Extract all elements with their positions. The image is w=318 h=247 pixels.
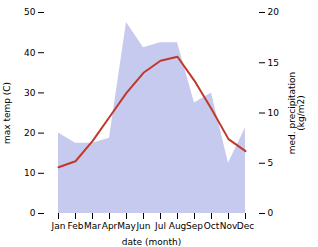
svg-text:20: 20 [268, 7, 280, 17]
svg-text:Jan: Jan [51, 221, 66, 231]
svg-text:med. precipitation(kg/m2): med. precipitation(kg/m2) [287, 72, 306, 154]
svg-text:Oct: Oct [204, 221, 220, 231]
svg-text:Sep: Sep [186, 221, 203, 231]
svg-text:Nov: Nov [220, 221, 238, 231]
svg-text:Apr: Apr [102, 221, 118, 231]
svg-text:Jun: Jun [135, 221, 150, 231]
svg-text:0: 0 [268, 208, 274, 218]
svg-text:May: May [117, 221, 136, 231]
svg-text:Feb: Feb [68, 221, 84, 231]
svg-text:30: 30 [24, 88, 36, 98]
svg-text:max temp (C): max temp (C) [2, 82, 12, 144]
svg-text:15: 15 [268, 58, 279, 68]
svg-text:date (month): date (month) [122, 237, 181, 247]
svg-text:0: 0 [30, 208, 36, 218]
svg-text:Jul: Jul [154, 221, 166, 231]
svg-text:Aug: Aug [169, 221, 187, 231]
svg-text:10: 10 [24, 168, 36, 178]
svg-text:50: 50 [24, 7, 36, 17]
svg-text:Mar: Mar [84, 221, 101, 231]
svg-text:5: 5 [268, 158, 274, 168]
svg-text:20: 20 [24, 128, 36, 138]
svg-text:10: 10 [268, 108, 280, 118]
svg-text:Dec: Dec [237, 221, 254, 231]
svg-text:40: 40 [24, 48, 36, 58]
